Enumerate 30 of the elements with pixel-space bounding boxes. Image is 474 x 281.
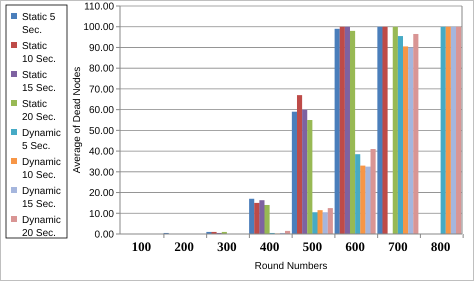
y-tick-label: 40.00 [88,146,114,158]
legend-label: Dynamic 15 Sec. [22,186,61,210]
y-tick-label: 70.00 [88,84,114,96]
legend-label: Dynamic 20 Sec. [22,215,61,239]
x-tick-label: 500 [302,239,322,254]
x-tick-label: 600 [345,239,365,254]
y-tick-label: 50.00 [88,126,114,137]
x-tick-label: 200 [174,239,194,254]
legend-label: Dynamic 10 Sec. [22,157,61,181]
x-tick-label: 700 [388,239,408,254]
x-tick-label: 800 [430,239,450,254]
y-axis-title: Average of Dead Nodes [72,66,83,174]
y-tick-label: 100.00 [83,22,114,34]
legend-label: Static 10 Sec. [22,41,56,65]
y-tick-label: 10.00 [88,208,114,220]
legend-label: Static 5 Sec. [22,12,56,36]
legend-label: Static 15 Sec. [22,70,56,94]
legend-label: Static 20 Sec. [22,99,56,123]
x-tick-label: 100 [132,239,152,254]
y-tick-label: 60.00 [88,105,114,116]
y-tick-label: 0.00 [94,230,114,240]
y-tick-label: 20.00 [88,188,114,200]
y-tick-label: 110.00 [84,2,114,12]
x-tick-label: 300 [217,239,237,254]
x-axis-title: Round Numbers [254,261,328,272]
y-tick-label: 90.00 [88,42,114,54]
legend-label: Dynamic 5 Sec. [22,128,61,152]
x-tick-label: 400 [260,239,280,254]
y-tick-label: 80.00 [88,64,114,75]
y-tick-label: 30.00 [88,167,114,178]
